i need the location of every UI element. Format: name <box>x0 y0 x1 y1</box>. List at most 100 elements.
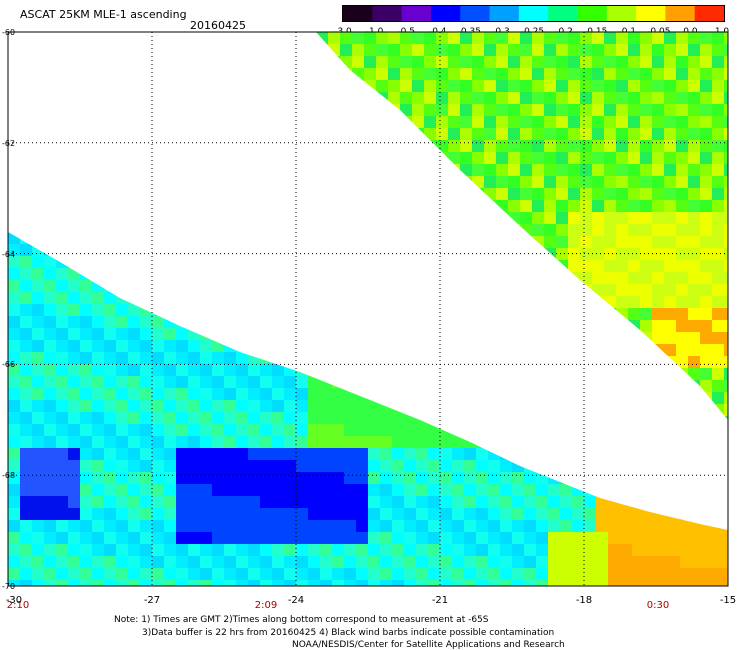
data-cell <box>616 284 628 296</box>
data-cell <box>284 328 296 340</box>
data-cell <box>356 448 368 460</box>
data-cell <box>428 256 440 268</box>
data-cell <box>368 376 380 388</box>
data-cell <box>520 308 532 320</box>
data-cell <box>652 380 664 392</box>
data-cell <box>496 128 508 140</box>
data-cell <box>508 404 520 416</box>
data-cell <box>448 332 460 344</box>
data-cell <box>496 404 508 416</box>
data-cell <box>500 304 512 316</box>
data-cell <box>592 32 604 44</box>
data-cell <box>236 340 248 352</box>
data-cell <box>488 496 500 508</box>
data-cell <box>260 340 272 352</box>
data-cell <box>140 424 152 436</box>
data-cell <box>448 416 460 420</box>
data-cell <box>464 448 476 460</box>
data-cell <box>176 544 188 556</box>
data-cell <box>236 556 248 568</box>
data-cell <box>436 128 448 140</box>
data-cell <box>116 580 128 586</box>
data-cell <box>592 224 604 236</box>
data-cell <box>460 164 472 176</box>
data-cell <box>224 520 236 532</box>
data-cell <box>524 280 536 292</box>
data-cell <box>328 152 340 164</box>
data-cell <box>584 448 596 460</box>
data-cell <box>56 328 68 340</box>
data-cell <box>640 188 652 200</box>
data-cell <box>308 388 320 400</box>
data-cell <box>388 200 400 212</box>
data-cell <box>536 292 548 304</box>
data-cell <box>200 580 212 586</box>
data-cell <box>272 364 284 376</box>
data-cell <box>688 176 700 188</box>
data-cell <box>592 128 604 140</box>
data-cell <box>152 292 164 304</box>
data-cell <box>236 292 248 304</box>
data-cell <box>652 284 664 296</box>
data-cell <box>412 296 424 308</box>
data-cell <box>236 544 248 556</box>
data-cell <box>32 400 44 412</box>
data-cell <box>464 232 476 244</box>
data-cell <box>632 448 644 460</box>
data-cell <box>628 356 640 368</box>
data-cell <box>640 320 652 332</box>
data-cell <box>380 424 392 436</box>
data-cell <box>628 416 640 420</box>
data-cell <box>464 532 476 544</box>
data-cell <box>584 316 596 328</box>
data-cell <box>404 484 416 496</box>
data-cell <box>500 424 512 436</box>
data-cell <box>328 248 340 260</box>
data-cell <box>320 556 332 568</box>
data-cell <box>368 580 380 586</box>
data-cell <box>488 520 500 532</box>
data-cell <box>416 580 428 586</box>
data-cell <box>364 128 376 140</box>
data-cell <box>320 436 332 448</box>
data-cell <box>284 316 296 328</box>
data-cell <box>20 496 32 508</box>
data-cell <box>556 176 568 188</box>
data-cell <box>316 68 328 80</box>
data-cell <box>536 352 548 364</box>
data-cell <box>620 472 632 484</box>
data-cell <box>608 472 620 484</box>
data-cell <box>452 292 464 304</box>
data-cell <box>448 356 460 368</box>
data-cell <box>308 544 320 556</box>
data-cell <box>544 236 556 248</box>
data-cell <box>572 292 584 304</box>
data-cell <box>116 244 128 256</box>
data-cell <box>536 580 548 586</box>
data-cell <box>376 356 388 368</box>
data-cell <box>416 448 428 460</box>
data-cell <box>404 316 416 328</box>
data-cell <box>388 212 400 224</box>
data-cell <box>500 520 512 532</box>
data-cell <box>328 164 340 176</box>
data-cell <box>716 460 728 472</box>
data-cell <box>128 448 140 460</box>
data-cell <box>284 448 296 460</box>
data-cell <box>616 404 628 416</box>
data-cell <box>92 484 104 496</box>
data-cell <box>424 320 436 332</box>
data-cell <box>332 400 344 412</box>
data-cell <box>620 448 632 460</box>
data-cell <box>400 104 412 116</box>
data-cell <box>284 388 296 400</box>
data-cell <box>572 352 584 364</box>
data-cell <box>604 404 616 416</box>
data-cell <box>608 412 620 424</box>
data-cell <box>380 508 392 520</box>
data-cell <box>556 248 568 260</box>
data-cell <box>356 244 368 256</box>
data-cell <box>584 388 596 400</box>
data-cell <box>128 568 140 580</box>
data-cell <box>572 460 584 472</box>
